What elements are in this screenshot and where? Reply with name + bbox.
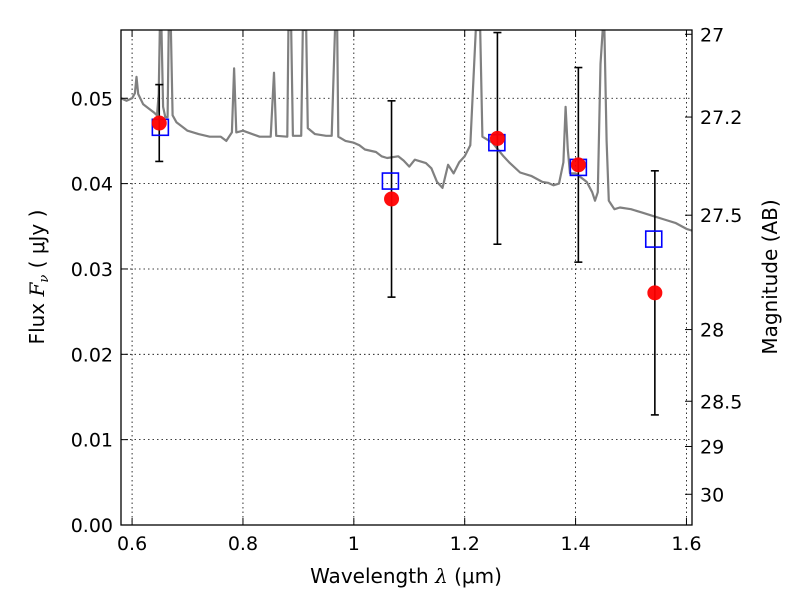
model-band-square [381, 172, 400, 190]
y-tick-label: 0.03 [71, 259, 113, 281]
y-axis-title: Flux Fν ( μJy ) [25, 210, 52, 345]
x-tick-label: 0.8 [228, 533, 258, 555]
y-axis-title-subscript: ν [37, 275, 52, 283]
y-axis-title-symbol: F [25, 282, 49, 298]
model-spectrum-line [121, 30, 692, 232]
y-axis-title-prefix: Flux [25, 297, 49, 345]
y-axis-title-suffix: ( μJy ) [25, 210, 49, 275]
model-spectrum-layer [121, 30, 692, 232]
model-band-square [644, 230, 663, 248]
x-axis-title: Wavelength λ (μm) [310, 564, 502, 588]
observed-flux-point [151, 115, 167, 131]
axis-ticks: 0.6 0.8 1 1.2 1.4 1.6 0.00 0.01 0.02 0.03 0.04 0.05… [71, 24, 743, 555]
x-axis-title-suffix: (μm) [448, 564, 502, 588]
plot-frame [120, 29, 693, 526]
y-tick-label: 0.04 [71, 174, 113, 196]
observed-flux-point [384, 191, 400, 207]
x-tick-label: 1.4 [560, 533, 590, 555]
y2-tick-label: 29 [700, 436, 724, 458]
y2-tick-label: 28.5 [700, 391, 742, 413]
observed-flux-point [489, 130, 505, 146]
x-tick-label: 1.2 [450, 533, 480, 555]
y-tick-label: 0.02 [71, 344, 113, 366]
y2-tick-label: 27 [700, 24, 724, 46]
y2-tick-label: 30 [700, 484, 724, 506]
y-tick-label: 0.00 [71, 515, 113, 537]
x-tick-label: 1 [348, 533, 360, 555]
y2-tick-label: 27.5 [700, 205, 742, 227]
observed-flux-point [647, 285, 663, 301]
x-axis-title-prefix: Wavelength [310, 564, 435, 588]
y-tick-label: 0.01 [71, 430, 113, 452]
x-tick-label: 1.6 [671, 533, 701, 555]
x-tick-label: 0.6 [117, 533, 147, 555]
observed-points [151, 115, 663, 301]
y2-axis-title: Magnitude (AB) [758, 199, 782, 354]
grid-lines [121, 30, 692, 525]
y2-tick-label: 27.2 [700, 107, 742, 129]
y2-tick-label: 28 [700, 320, 724, 342]
x-axis-title-symbol: λ [434, 564, 448, 588]
y-tick-label: 0.05 [71, 88, 113, 110]
observed-flux-point [570, 157, 586, 173]
